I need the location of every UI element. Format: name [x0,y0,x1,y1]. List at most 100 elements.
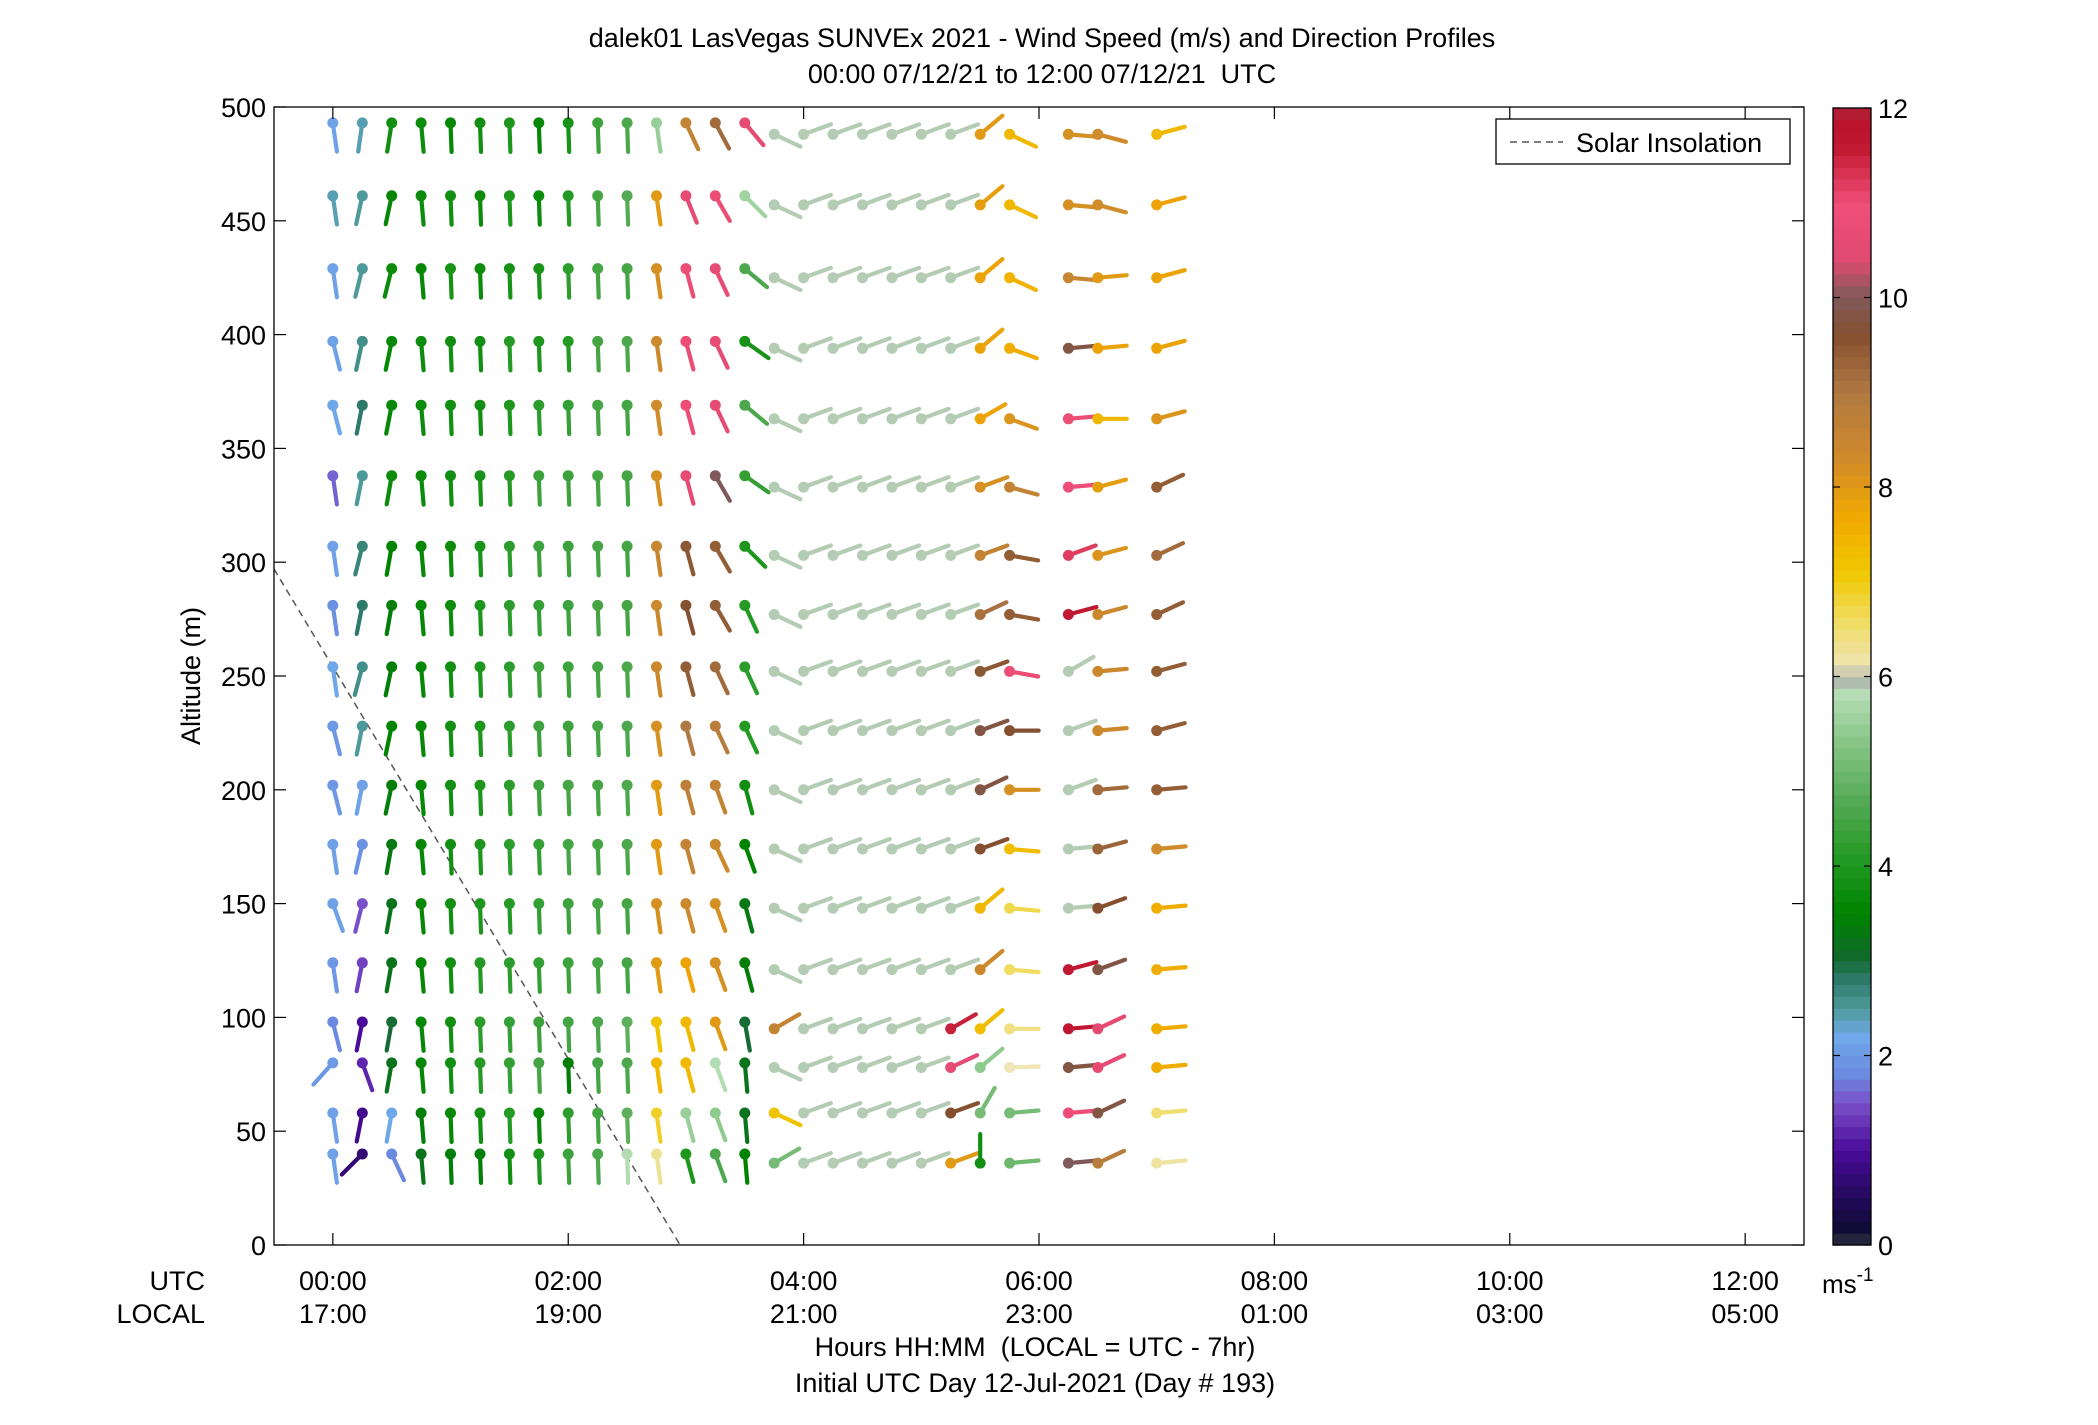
wind-vector-dot [739,470,751,482]
wind-vector-dot [739,117,751,129]
wind-vector-dot [915,1023,927,1035]
wind-vector-dot [768,725,780,737]
wind-vector-dot [739,661,751,673]
colorbar-swatch [1833,1043,1871,1057]
wind-vector-dot [945,1107,957,1119]
wind-vector-dot [768,1023,780,1035]
wind-vector-dot [857,1107,868,1119]
colorbar-swatch [1833,913,1871,926]
wind-vector-dot [974,843,986,855]
colorbar-swatch [1833,1173,1871,1187]
colorbar-swatch [1833,1055,1871,1068]
wind-vector-dot [562,399,574,411]
colorbar-swatch [1833,1008,1871,1021]
wind-vector-dot [680,779,692,791]
y-tick-label: 400 [221,321,266,351]
wind-vector-dot [1004,1023,1016,1035]
wind-vector-dot [621,117,633,129]
colorbar-swatch [1833,1233,1871,1246]
colorbar-swatch [1833,747,1871,760]
wind-vector-dot [680,957,692,969]
wind-vector-dot [415,335,427,347]
wind-vector-dot [562,540,574,552]
wind-vector-dot [1151,413,1163,425]
colorbar-swatch [1833,735,1871,749]
wind-vector-dot [1151,342,1163,354]
wind-vector-dot [651,898,662,910]
wind-vector-dot [415,470,427,482]
wind-vector-dot [621,838,633,850]
wind-vector-dot [798,964,810,976]
wind-vector-dot [386,957,398,969]
wind-vector-dot [386,335,398,347]
colorbar-swatch [1833,854,1871,867]
wind-vector-dot [1004,1062,1016,1073]
wind-vector-dot [709,540,721,552]
wind-vector-dot [857,481,868,493]
wind-vector-dot [651,957,662,969]
wind-vector-dot [768,609,780,620]
wind-vector-dot [474,720,486,732]
wind-vector-dot [680,720,692,732]
wind-vector-dot [709,838,721,850]
wind-vector-dot [915,665,927,677]
wind-vector-dot [592,1148,604,1160]
wind-vector-dot [386,1016,398,1028]
wind-vector-dot [445,1148,456,1160]
wind-vector-dot [1062,342,1074,354]
wind-vector-dot [503,720,515,732]
wind-vector-dot [651,838,662,850]
colorbar-swatch [1833,487,1871,500]
wind-vector-dot [356,470,368,482]
wind-vector-dot [857,549,868,561]
wind-vector-dot [739,720,751,732]
wind-vector-dot [356,599,368,611]
wind-vector-dot [651,263,662,275]
wind-vector-dot [562,779,574,791]
wind-vector-dot [386,898,398,910]
colorbar-swatch [1833,238,1871,251]
wind-vector-dot [768,342,780,354]
wind-vector-dot [1092,128,1104,140]
colorbar-swatch [1833,1091,1871,1104]
wind-vector-dot [503,335,515,347]
x-tick-label-utc: 04:00 [770,1266,838,1296]
colorbar-swatch [1833,783,1871,796]
wind-vector-dot [915,413,927,425]
wind-vector-dot [680,661,692,673]
wind-vector-dot [1062,199,1074,211]
wind-vector-dot [974,1062,986,1073]
wind-vector-dot [709,263,721,275]
wind-vector-dot [739,1057,751,1069]
wind-vector-dot [327,1107,339,1119]
wind-vector-dot [651,779,662,791]
wind-vector-dot [1092,725,1104,737]
wind-vector-dot [739,399,751,411]
wind-vector-dot [445,399,456,411]
wind-vector-dot [621,1107,633,1119]
colorbar-swatch [1833,960,1871,974]
wind-vector-dot [1151,1107,1163,1119]
wind-vector-dot [768,1062,780,1073]
wind-vector-dot [709,661,721,673]
wind-vector-dot [562,1148,574,1160]
wind-vector-dot [474,1057,486,1069]
y-tick-label: 200 [221,776,266,806]
wind-vector-dot [651,117,662,129]
colorbar-tick-label: 10 [1878,284,1908,314]
wind-vector-dot [945,665,957,677]
wind-vector-dot [1092,549,1104,561]
wind-vector-dot [886,902,898,914]
wind-vector-dot [857,342,868,354]
wind-vector-dot [386,190,398,202]
wind-vector-dot [857,784,868,796]
wind-vector-dot [945,342,957,354]
wind-vector-dot [1092,902,1104,914]
wind-vector-dot [768,665,780,677]
wind-vector-dot [1151,481,1163,493]
chart-subtitle: 00:00 07/12/21 to 12:00 07/12/21 UTC [808,59,1276,89]
wind-vector-dot [886,1062,898,1073]
wind-vector-dot [798,725,810,737]
wind-vector-dot [1092,1157,1104,1169]
colorbar-swatch [1833,1138,1871,1151]
